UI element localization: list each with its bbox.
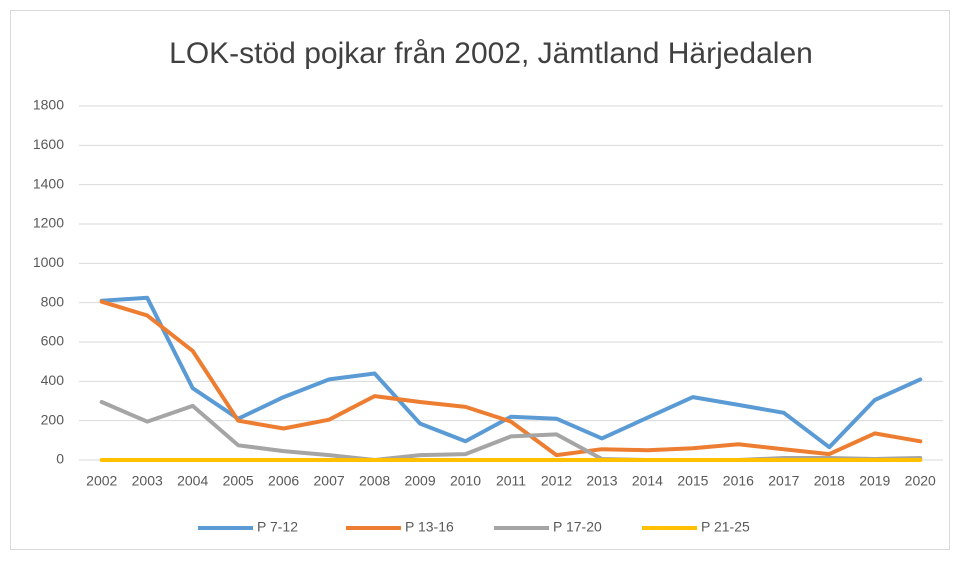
legend-label: P 7-12 [257,519,298,535]
x-tick-label: 2002 [86,473,117,489]
x-tick-label: 2015 [677,473,708,489]
y-tick-label: 1600 [33,136,64,152]
y-tick-label: 400 [41,372,65,388]
x-tick-label: 2007 [314,473,345,489]
legend-label: P 13-16 [405,519,454,535]
x-tick-label: 2017 [768,473,799,489]
x-tick-label: 2006 [268,473,299,489]
y-tick-label: 1400 [33,175,64,191]
x-tick-label: 2011 [496,473,526,489]
x-tick-label: 2009 [404,473,435,489]
x-tick-label: 2013 [586,473,617,489]
y-tick-label: 200 [41,411,65,427]
series-line [99,299,923,458]
legend-label: P 17-20 [553,519,602,535]
x-tick-label: 2012 [541,473,572,489]
chart-border [10,10,950,550]
x-tick-label: 2016 [723,473,754,489]
y-tick-label: 600 [41,333,65,349]
y-tick-label: 1800 [33,97,64,113]
x-tick-label: 2020 [905,473,936,489]
x-tick-label: 2003 [132,473,163,489]
y-tick-label: 800 [41,293,65,309]
x-tick-label: 2005 [223,473,254,489]
y-tick-label: 1200 [33,215,64,231]
x-tick-label: 2018 [814,473,845,489]
y-tick-label: 0 [56,451,64,467]
x-tick-label: 2014 [632,473,663,489]
x-tick-label: 2008 [359,473,390,489]
legend-label: P 21-25 [701,519,750,535]
x-tick-label: 2010 [450,473,481,489]
x-tick-label: 2019 [859,473,890,489]
x-tick-label: 2004 [177,473,208,489]
chart-title: LOK-stöd pojkar från 2002, Jämtland Härj… [169,37,813,70]
y-tick-label: 1000 [33,254,64,270]
